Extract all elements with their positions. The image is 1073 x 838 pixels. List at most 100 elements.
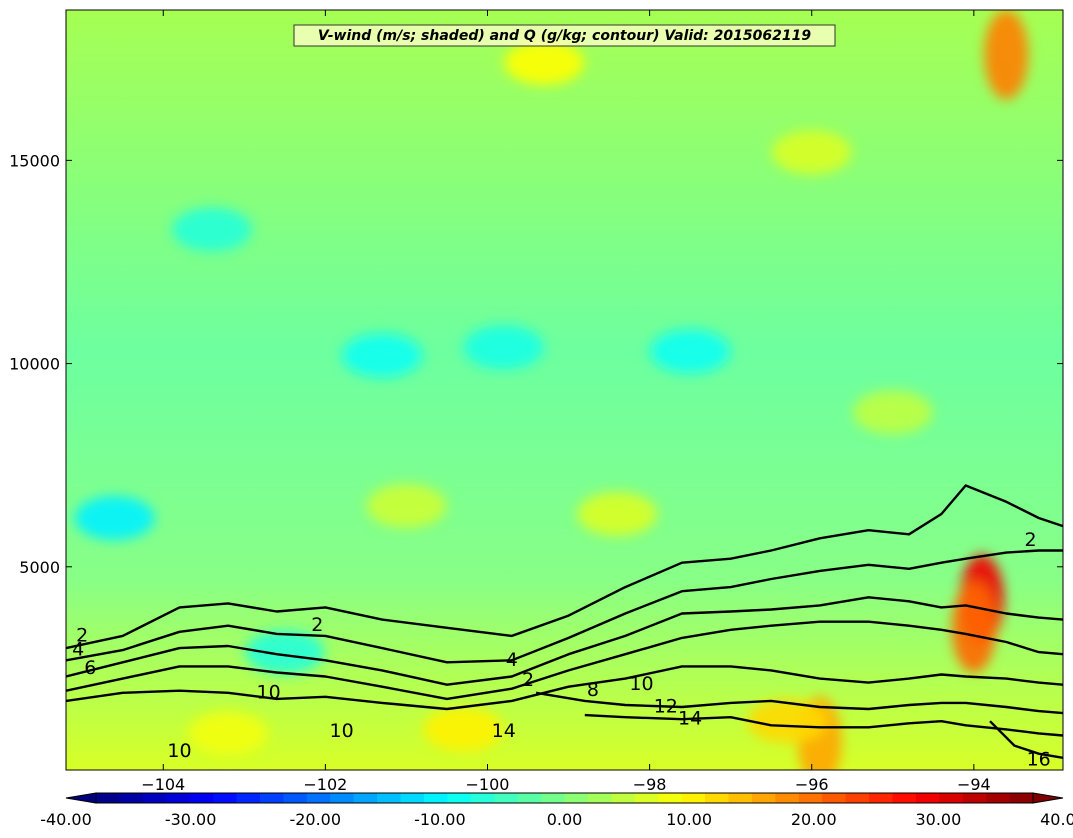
colorbar-cell bbox=[283, 793, 308, 803]
colorbar-tick-label: 10.00 bbox=[666, 810, 712, 829]
colorbar-cell bbox=[494, 793, 519, 803]
colorbar: -40.00 -30.00 -20.00 -10.00 0.00 10.00 20.00 30… bbox=[40, 792, 1073, 829]
colorbar-cell bbox=[869, 793, 894, 803]
contour-label: 14 bbox=[678, 708, 702, 730]
contour-label: 2 bbox=[311, 614, 323, 636]
colorbar-cell bbox=[728, 793, 753, 803]
shaded-blob bbox=[577, 491, 658, 536]
colorbar-cell bbox=[845, 793, 870, 803]
colorbar-cell bbox=[564, 793, 589, 803]
shaded-blob bbox=[188, 711, 269, 756]
title-background bbox=[293, 24, 836, 47]
colorbar-frame bbox=[95, 792, 1034, 804]
shaded-field-background bbox=[66, 10, 1063, 770]
colorbar-cell bbox=[658, 793, 683, 803]
colorbar-ticks: -40.00 -30.00 -20.00 -10.00 0.00 10.00 20.00 30… bbox=[40, 810, 1073, 829]
chart-title-box: V-wind (m/s; shaded) and Q (g/kg; contou… bbox=[293, 24, 836, 47]
colorbar-cell bbox=[822, 793, 847, 803]
contour-label: 12 bbox=[654, 696, 678, 718]
contour-label: 10 bbox=[329, 720, 353, 742]
colorbar-cell bbox=[915, 793, 940, 803]
colorbar-cell bbox=[705, 793, 730, 803]
x-tick-label: −94 bbox=[957, 775, 991, 794]
q-contour-12 bbox=[535, 691, 1063, 715]
colorbar-tick-label: -20.00 bbox=[289, 810, 341, 829]
plot-frame bbox=[65, 9, 1064, 771]
q-contour-10 bbox=[66, 665, 1063, 711]
colorbar-cell bbox=[142, 793, 167, 803]
colorbar-cells bbox=[65, 792, 1064, 804]
colorbar-cell bbox=[517, 793, 542, 803]
colorbar-cell bbox=[166, 793, 191, 803]
contour-label: 10 bbox=[167, 740, 191, 762]
q-contour-16 bbox=[989, 720, 1063, 759]
colorbar-cell bbox=[306, 793, 331, 803]
colorbar-cell bbox=[236, 793, 261, 803]
colorbar-cell bbox=[447, 793, 472, 803]
x-tick-label: −104 bbox=[141, 775, 185, 794]
colorbar-cell bbox=[1009, 793, 1034, 803]
contour-label: 2 bbox=[76, 624, 88, 646]
colorbar-cell bbox=[213, 793, 238, 803]
shaded-blob bbox=[244, 630, 325, 675]
shaded-blob bbox=[951, 582, 996, 673]
contour-label: 2 bbox=[1025, 529, 1037, 551]
contour-label: 8 bbox=[587, 679, 599, 701]
contour-label: 2 bbox=[522, 669, 534, 691]
colorbar-cell bbox=[470, 793, 495, 803]
colorbar-extend-low bbox=[65, 792, 97, 804]
colorbar-cell bbox=[189, 793, 214, 803]
contour-label: 10 bbox=[629, 673, 653, 695]
shaded-blob bbox=[504, 40, 585, 85]
colorbar-cell bbox=[634, 793, 659, 803]
colorbar-cell bbox=[798, 793, 823, 803]
shaded-blob bbox=[984, 10, 1029, 100]
x-tick-label: −102 bbox=[303, 775, 347, 794]
colorbar-tick-label: 40.00 bbox=[1040, 810, 1073, 829]
colorbar-cell bbox=[681, 793, 706, 803]
shaded-blob bbox=[650, 329, 731, 374]
colorbar-cell bbox=[330, 793, 355, 803]
shaded-blob bbox=[74, 496, 155, 541]
colorbar-tick-label: 0.00 bbox=[547, 810, 583, 829]
colorbar-cell bbox=[986, 793, 1011, 803]
contour-label: 6 bbox=[84, 657, 96, 679]
y-tick-label: 15000 bbox=[9, 151, 60, 170]
colorbar-cell bbox=[400, 793, 425, 803]
contour-label: 4 bbox=[506, 649, 518, 671]
q-contour-2 bbox=[66, 484, 1063, 650]
colorbar-cell bbox=[611, 793, 636, 803]
colorbar-cell bbox=[775, 793, 800, 803]
q-contour-14 bbox=[584, 713, 1063, 737]
y-tick-label: 5000 bbox=[19, 558, 60, 577]
x-tick-label: −100 bbox=[466, 775, 510, 794]
colorbar-cell bbox=[377, 793, 402, 803]
contour-label: 10 bbox=[257, 681, 281, 703]
x-axis: −104 −102 −100 −98 −96 −94 bbox=[141, 10, 991, 794]
colorbar-tick-label: 30.00 bbox=[915, 810, 961, 829]
shaded-blob bbox=[366, 483, 447, 528]
colorbar-tick-label: -10.00 bbox=[414, 810, 466, 829]
shaded-blob bbox=[852, 390, 933, 435]
colorbar-cell bbox=[259, 793, 284, 803]
colorbar-tick-label: 20.00 bbox=[791, 810, 837, 829]
q-contours bbox=[66, 484, 1063, 759]
shaded-blob bbox=[423, 707, 504, 752]
colorbar-cell bbox=[751, 793, 776, 803]
colorbar-cell bbox=[962, 793, 987, 803]
colorbar-cell bbox=[587, 793, 612, 803]
shaded-blob bbox=[771, 130, 852, 175]
shaded-blob bbox=[342, 333, 423, 378]
colorbar-cell bbox=[892, 793, 917, 803]
colorbar-cell bbox=[423, 793, 448, 803]
colorbar-tick-label: -30.00 bbox=[165, 810, 217, 829]
colorbar-extend-high bbox=[1032, 792, 1064, 804]
y-tick-label: 10000 bbox=[9, 355, 60, 374]
q-contour-6 bbox=[66, 596, 1063, 686]
colorbar-cell bbox=[353, 793, 378, 803]
y-axis: 5000 10000 15000 bbox=[9, 151, 1063, 577]
q-contour-4 bbox=[66, 549, 1063, 664]
